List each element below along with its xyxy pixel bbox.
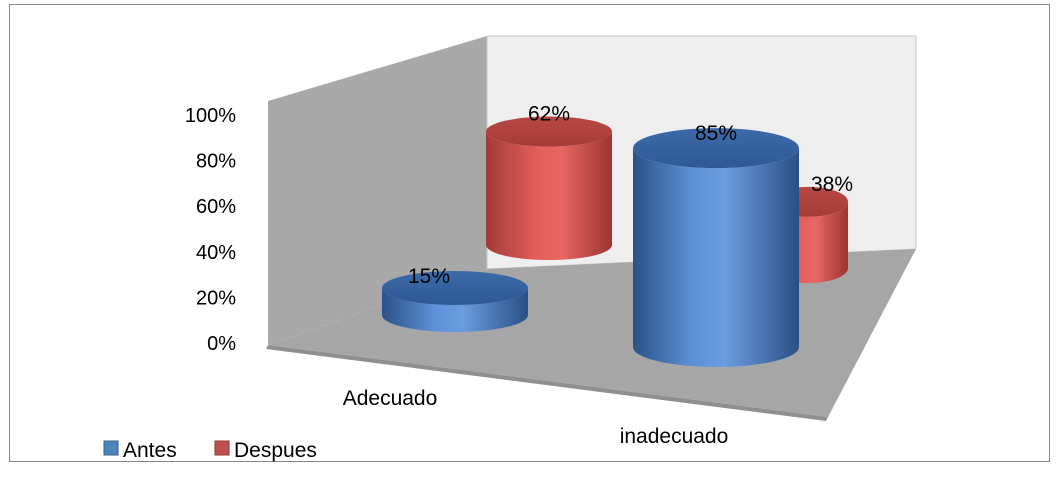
cylinder-antes-inadecuado: [633, 128, 799, 367]
y-tick-label: 20%: [196, 287, 236, 309]
category-labels: Adecuado inadecuado: [343, 387, 729, 448]
data-labels: 62% 38% 15% 85%: [408, 103, 853, 288]
cylinders: [382, 116, 848, 367]
data-label: 15%: [408, 265, 450, 288]
cylinder-despues-adecuado: [486, 116, 612, 260]
y-tick-label: 80%: [196, 151, 236, 173]
legend-label-antes: Antes: [123, 439, 177, 462]
left-wall: [268, 36, 487, 345]
category-label: inadecuado: [620, 425, 729, 448]
y-tick-label: 100%: [185, 105, 236, 127]
cylinder-body: [486, 131, 612, 260]
category-label: Adecuado: [343, 387, 438, 410]
cylinder-top: [633, 128, 799, 169]
legend-swatch-despues: [214, 440, 230, 456]
cylinder-body: [633, 148, 799, 367]
data-label: 62%: [528, 103, 570, 126]
y-axis-ticks: 0% 20% 40% 60% 80% 100%: [185, 105, 236, 355]
cylinder-top: [486, 116, 612, 147]
cylinder-top: [382, 271, 528, 305]
cylinder-antes-adecuado: [382, 271, 528, 332]
floor-front-edge: [266, 345, 828, 421]
y-tick-label: 0%: [207, 333, 236, 355]
chart-border: [9, 4, 1050, 462]
legend-swatch-antes: [103, 440, 119, 456]
legend: Antes Despues: [103, 439, 317, 462]
data-label: 85%: [695, 122, 737, 145]
legend-label-despues: Despues: [234, 439, 317, 462]
cylinder-body: [382, 288, 528, 332]
data-label: 38%: [811, 173, 853, 196]
y-tick-label: 60%: [196, 196, 236, 218]
y-tick-label: 40%: [196, 242, 236, 264]
